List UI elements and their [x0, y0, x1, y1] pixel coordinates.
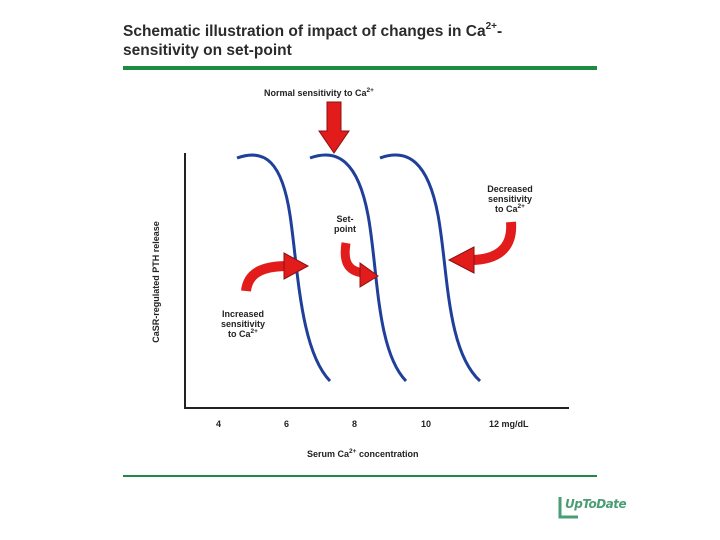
title-divider: [123, 66, 597, 70]
title-line1-text: Schematic illustration of impact of chan…: [123, 23, 486, 40]
label-increased-sensitivity: Increased sensitivity to Ca2+: [220, 309, 266, 339]
setpoint-arrow-head: [359, 262, 379, 288]
decreased-arrow-head: [447, 246, 475, 274]
decreased-arrow: [469, 221, 517, 265]
uptodate-logo: UpToDate: [565, 497, 627, 511]
y-axis-label: CaSR-regulated PTH release: [151, 221, 161, 343]
logo-bracket-icon: [558, 497, 578, 519]
x-tick-4: 4: [216, 419, 222, 429]
curve-decreased-sensitivity: [379, 153, 482, 383]
title-line2-text: sensitivity on set-point: [123, 42, 292, 59]
footer-divider: [123, 475, 597, 477]
label-setpoint: Set- point: [325, 214, 365, 234]
curve-normal-sensitivity: [309, 153, 408, 383]
x-tick-8: 8: [352, 419, 358, 429]
increased-arrow: [241, 261, 289, 292]
curve-increased-sensitivity: [236, 153, 332, 383]
x-tick-12: 12 mg/dL: [489, 419, 529, 429]
increased-arrow-head: [283, 252, 310, 280]
x-tick-10: 10: [421, 419, 432, 429]
x-axis-label: Serum Ca2+ concentration: [307, 448, 419, 459]
slide-title: Schematic illustration of impact of chan…: [123, 22, 603, 60]
title-superscript: 2+: [485, 21, 498, 32]
label-decreased-sensitivity: Decreased sensitivity to Ca2+: [487, 184, 533, 214]
x-tick-6: 6: [284, 419, 290, 429]
label-normal-sensitivity: Normal sensitivity to Ca2+: [264, 87, 374, 98]
normal-arrow: [318, 101, 350, 154]
title-line1-suffix: -: [497, 23, 503, 40]
label-setpoint-line2: point: [334, 224, 356, 234]
label-setpoint-line1: Set-: [336, 214, 354, 224]
